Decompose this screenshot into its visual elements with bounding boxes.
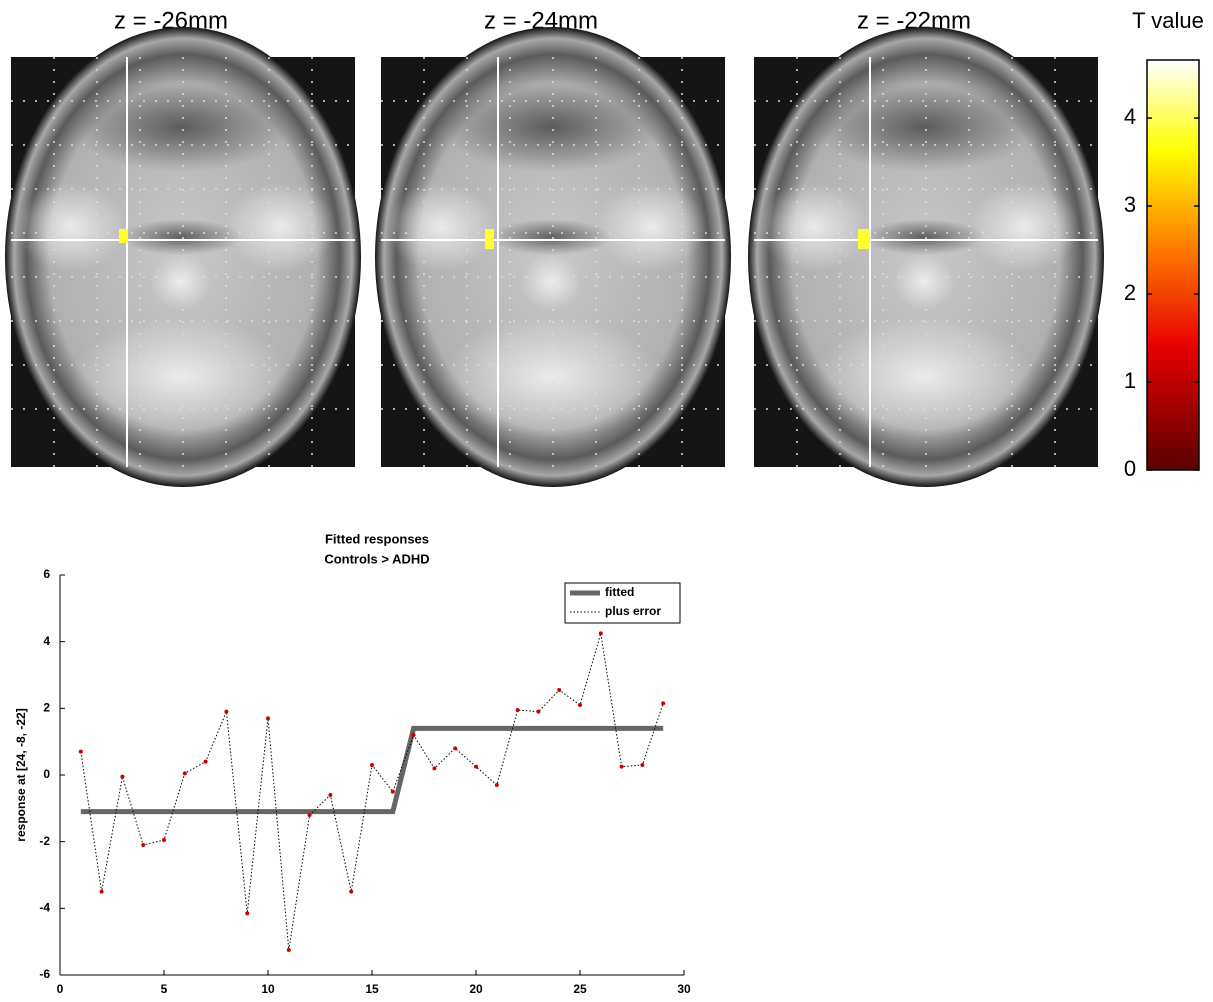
- temporal-lobe: [759, 182, 869, 272]
- legend-label: plus error: [605, 604, 661, 618]
- y-tick-label: -4: [39, 901, 50, 915]
- x-tick-label: 10: [261, 982, 275, 996]
- y-tick-label: 4: [43, 634, 50, 648]
- legend-label: fitted: [605, 585, 634, 599]
- data-point: [474, 765, 478, 769]
- data-point: [162, 838, 166, 842]
- data-point: [412, 733, 416, 737]
- orbit: [441, 82, 661, 172]
- y-tick-label: -6: [39, 967, 50, 981]
- temporal-lobe: [969, 182, 1079, 272]
- activation-blob: [119, 229, 128, 243]
- x-tick-label: 20: [469, 982, 483, 996]
- colorbar-title: T value: [1132, 8, 1204, 33]
- y-tick-label: -2: [39, 834, 50, 848]
- data-point: [661, 701, 665, 705]
- data-point: [141, 843, 145, 847]
- orbit: [71, 82, 291, 172]
- data-point: [287, 948, 291, 952]
- x-tick-label: 30: [677, 982, 691, 996]
- data-point: [266, 716, 270, 720]
- cerebellum: [71, 317, 291, 437]
- figure: z = -26mmz = -24mmz = -22mm T value 0 1 2 3 4 F…: [0, 0, 1213, 1002]
- data-point: [79, 750, 83, 754]
- colorbar-tick-label: 0: [1124, 456, 1136, 481]
- temporal-lobe: [226, 182, 336, 272]
- data-point: [391, 790, 395, 794]
- sinus: [491, 219, 611, 255]
- x-tick-label: 25: [573, 982, 587, 996]
- sinus: [864, 219, 984, 255]
- brain-slice: z = -24mm: [375, 7, 731, 487]
- brainstem: [521, 254, 581, 310]
- data-point: [204, 760, 208, 764]
- chart-title: Controls > ADHD: [324, 551, 429, 566]
- colorbar-tick-label: 1: [1124, 368, 1136, 393]
- temporal-lobe: [16, 182, 126, 272]
- cerebellum: [814, 317, 1034, 437]
- y-axis-label: response at [24, -8, -22]: [14, 708, 28, 841]
- brainstem: [894, 254, 954, 310]
- x-tick-label: 5: [161, 982, 168, 996]
- colorbar-tick-label: 4: [1124, 104, 1136, 129]
- data-point: [578, 703, 582, 707]
- data-point: [349, 890, 353, 894]
- colorbar-tick-label: 3: [1124, 192, 1136, 217]
- cerebellum: [441, 317, 661, 437]
- data-point: [516, 708, 520, 712]
- orbit: [814, 82, 1034, 172]
- brain-slice: z = -22mm: [748, 7, 1104, 487]
- y-tick-label: 0: [43, 767, 50, 781]
- data-point: [183, 771, 187, 775]
- y-tick-label: 6: [43, 567, 50, 581]
- temporal-lobe: [596, 182, 706, 272]
- chart-title: Fitted responses: [325, 531, 429, 546]
- sinus: [121, 219, 241, 255]
- data-point: [557, 688, 561, 692]
- colorbar-tick-label: 2: [1124, 280, 1136, 305]
- x-tick-label: 15: [365, 982, 379, 996]
- data-point: [328, 793, 332, 797]
- data-point: [495, 783, 499, 787]
- data-point: [620, 765, 624, 769]
- brainstem: [151, 254, 211, 310]
- activation-blob: [485, 229, 494, 249]
- data-point: [453, 746, 457, 750]
- activation-blob: [858, 229, 870, 249]
- data-point: [308, 813, 312, 817]
- data-point: [432, 766, 436, 770]
- colorbar: [1147, 60, 1199, 470]
- y-tick-label: 2: [43, 701, 50, 715]
- data-point: [224, 710, 228, 714]
- data-point: [640, 763, 644, 767]
- data-point: [599, 631, 603, 635]
- data-point: [120, 775, 124, 779]
- series-line: [81, 633, 663, 950]
- data-point: [100, 890, 104, 894]
- brain-slice: z = -26mm: [5, 7, 361, 487]
- temporal-lobe: [386, 182, 496, 272]
- x-tick-label: 0: [57, 982, 64, 996]
- data-point: [370, 763, 374, 767]
- data-point: [536, 710, 540, 714]
- data-point: [245, 911, 249, 915]
- series-line: [81, 728, 663, 811]
